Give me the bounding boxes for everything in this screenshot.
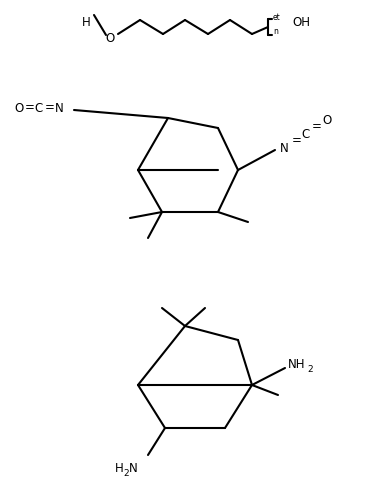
Text: 2: 2 [123,469,129,477]
Text: =: = [45,101,55,114]
Text: N: N [129,462,138,474]
Text: N: N [280,142,289,155]
Text: O: O [105,31,115,44]
Text: C: C [34,101,42,114]
Text: OH: OH [292,16,310,29]
Text: n: n [273,27,278,35]
Text: 2: 2 [307,365,313,374]
Text: H: H [82,16,90,29]
Text: NH: NH [288,358,306,371]
Text: =: = [312,120,322,134]
Text: et: et [273,13,281,22]
Text: O: O [322,113,331,127]
Text: =: = [292,135,302,148]
Text: =: = [25,101,35,114]
Text: N: N [55,101,64,114]
Text: H: H [115,462,124,474]
Text: O: O [14,101,23,114]
Text: C: C [301,128,309,141]
